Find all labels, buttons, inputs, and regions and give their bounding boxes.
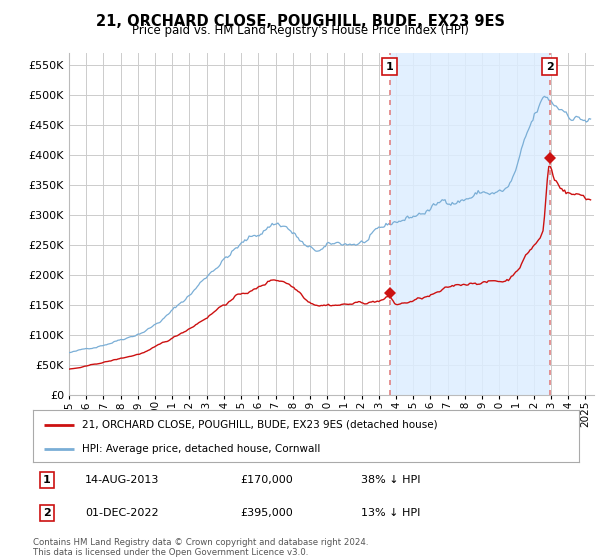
Text: 1: 1 — [386, 62, 394, 72]
Text: 13% ↓ HPI: 13% ↓ HPI — [361, 508, 420, 518]
Text: Contains HM Land Registry data © Crown copyright and database right 2024.
This d: Contains HM Land Registry data © Crown c… — [33, 538, 368, 557]
Text: 21, ORCHARD CLOSE, POUGHILL, BUDE, EX23 9ES (detached house): 21, ORCHARD CLOSE, POUGHILL, BUDE, EX23 … — [82, 420, 438, 430]
Text: 2: 2 — [43, 508, 50, 518]
Bar — [389, 53, 550, 395]
Text: 21, ORCHARD CLOSE, POUGHILL, BUDE, EX23 9ES: 21, ORCHARD CLOSE, POUGHILL, BUDE, EX23 … — [95, 14, 505, 29]
Text: 01-DEC-2022: 01-DEC-2022 — [85, 508, 158, 518]
Text: Price paid vs. HM Land Registry's House Price Index (HPI): Price paid vs. HM Land Registry's House … — [131, 24, 469, 37]
Text: 2: 2 — [546, 62, 553, 72]
Text: HPI: Average price, detached house, Cornwall: HPI: Average price, detached house, Corn… — [82, 444, 320, 454]
Text: 14-AUG-2013: 14-AUG-2013 — [85, 475, 159, 486]
Text: 1: 1 — [43, 475, 50, 486]
Text: 38% ↓ HPI: 38% ↓ HPI — [361, 475, 420, 486]
Text: £170,000: £170,000 — [241, 475, 293, 486]
Text: £395,000: £395,000 — [241, 508, 293, 518]
